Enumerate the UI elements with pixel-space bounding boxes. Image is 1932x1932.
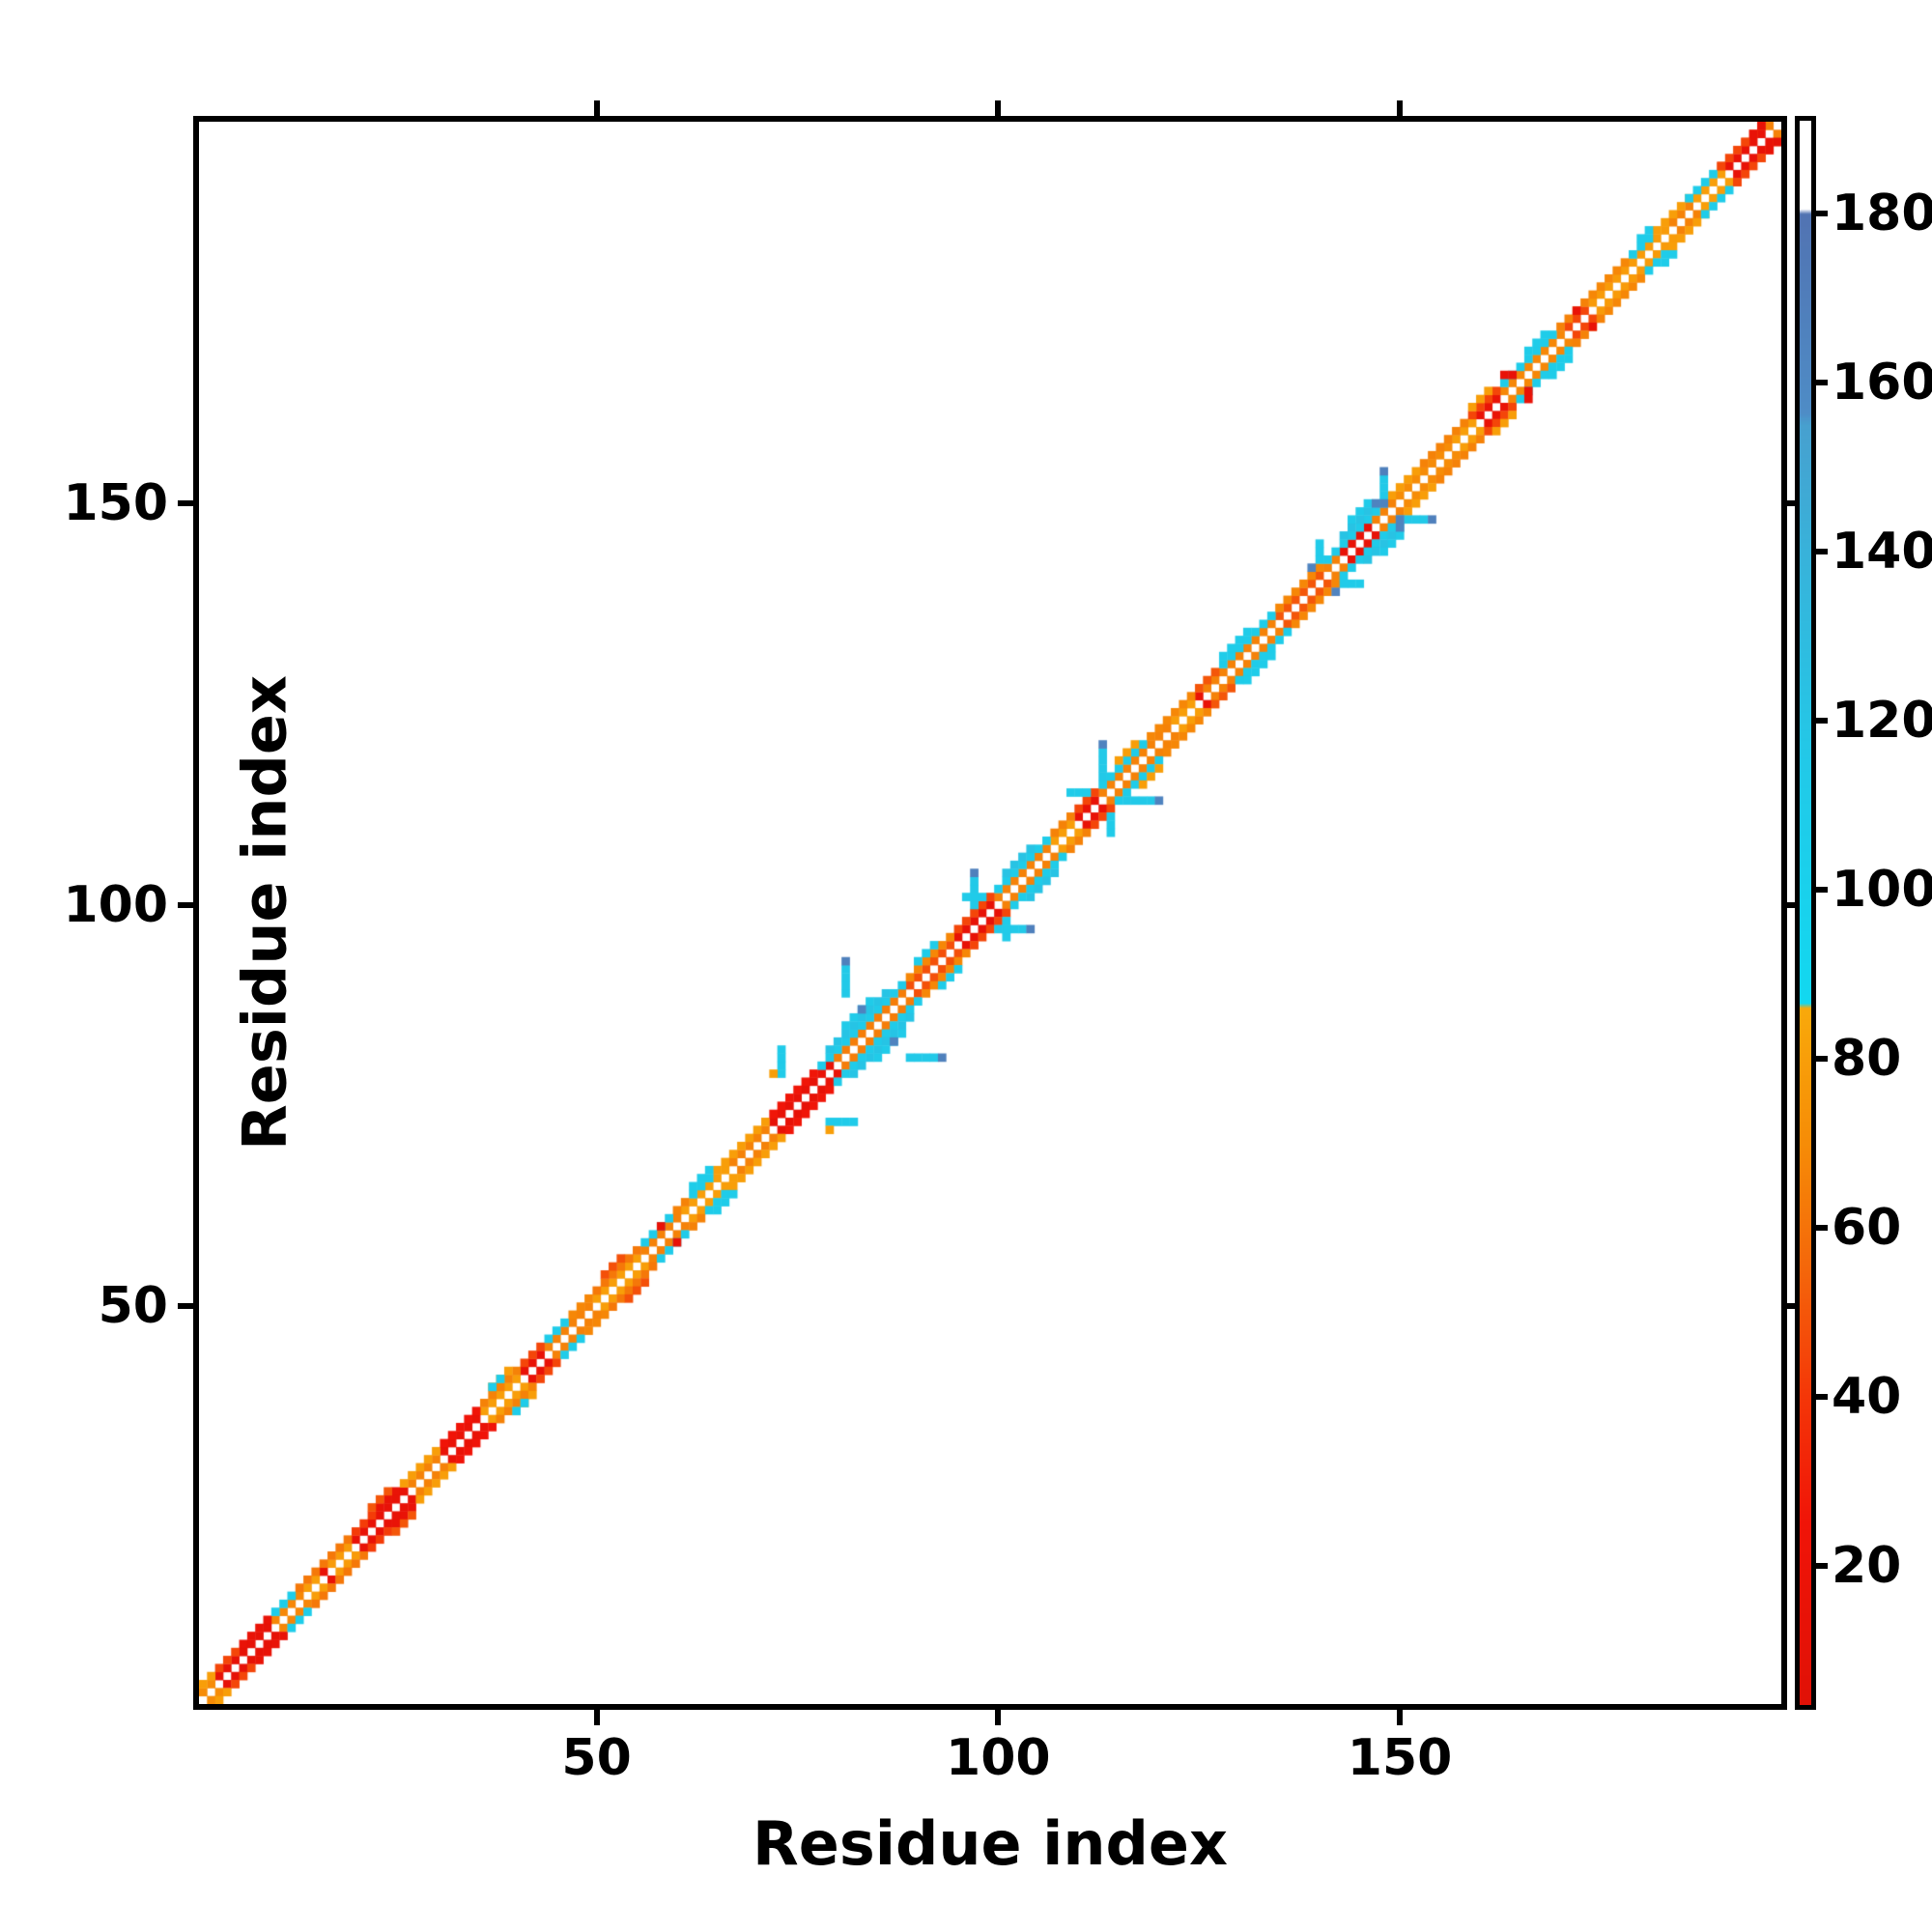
colorbar	[1795, 116, 1816, 1710]
colorbar-tick	[1816, 1562, 1828, 1569]
colorbar-tick	[1816, 1224, 1828, 1231]
colorbar-tick	[1816, 886, 1828, 893]
x-tick	[593, 1710, 600, 1725]
colorbar-tick	[1816, 718, 1828, 724]
colorbar-tick-label: 100	[1832, 860, 1932, 919]
x-tick-label: 50	[561, 1729, 632, 1787]
contact-map-plot	[193, 116, 1787, 1710]
x-tick	[1397, 1710, 1404, 1725]
colorbar-tick-label: 20	[1832, 1536, 1902, 1595]
colorbar-tick	[1816, 380, 1828, 386]
colorbar-tick	[1816, 211, 1828, 217]
y-tick	[178, 1303, 193, 1310]
colorbar-tick-label: 80	[1832, 1029, 1902, 1088]
x-tick	[995, 1710, 1002, 1725]
x-tick-label: 100	[946, 1729, 1051, 1787]
y-axis-title: Residue index	[229, 675, 300, 1151]
colorbar-tick	[1816, 1393, 1828, 1400]
y-tick	[178, 901, 193, 908]
colorbar-tick-label: 180	[1832, 185, 1932, 243]
colorbar-tick-label: 40	[1832, 1367, 1902, 1426]
colorbar-tick	[1816, 1055, 1828, 1062]
x-tick-top	[593, 100, 600, 116]
x-tick-label: 150	[1347, 1729, 1453, 1787]
y-tick-label: 150	[63, 473, 168, 532]
colorbar-tick-label: 120	[1832, 692, 1932, 750]
colorbar-tick-label: 140	[1832, 523, 1932, 582]
colorbar-tick	[1816, 549, 1828, 555]
x-tick-top	[995, 100, 1002, 116]
y-tick-label: 50	[98, 1277, 168, 1336]
x-axis-title: Residue index	[753, 1808, 1228, 1879]
colorbar-gradient-canvas	[1800, 121, 1811, 1705]
colorbar-tick-label: 60	[1832, 1198, 1902, 1257]
x-tick-top	[1397, 100, 1404, 116]
y-tick-label: 100	[63, 875, 168, 934]
y-tick	[178, 499, 193, 506]
contact-map-canvas	[199, 122, 1781, 1704]
colorbar-tick-label: 160	[1832, 354, 1932, 412]
